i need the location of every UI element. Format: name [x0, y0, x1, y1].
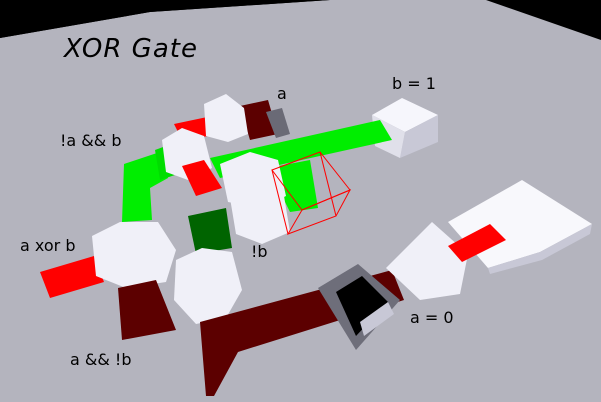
input-a-top-dark-shadow	[266, 108, 290, 138]
gate-block-not-b[interactable]	[230, 188, 290, 244]
input-b-cube-side	[400, 115, 438, 158]
label-a: a	[277, 84, 287, 103]
floor-edge-right	[486, 0, 601, 40]
wire-a-and-not-b-left	[118, 280, 176, 340]
output-xor-red	[40, 256, 104, 298]
input-a-red-signal	[448, 224, 506, 262]
red-signal-center	[182, 160, 222, 196]
input-a-slot-inner	[336, 276, 388, 336]
label-not-a-and-b: !a && b	[60, 131, 122, 150]
gate-block-xor[interactable]	[92, 222, 176, 288]
gate-block-top[interactable]	[204, 94, 248, 142]
floor-edge-left	[0, 0, 330, 38]
label-a-and-not-b: a && !b	[70, 350, 132, 369]
label-not-b: !b	[251, 242, 268, 261]
label-a-value: a = 0	[410, 308, 454, 327]
selection-cursor	[271, 151, 352, 235]
level-title: XOR Gate	[64, 34, 198, 64]
gate-block-a-and-not-b[interactable]	[174, 248, 242, 324]
wire-not-b	[188, 208, 232, 254]
input-a-block[interactable]	[386, 222, 468, 300]
label-b-value: b = 1	[392, 74, 436, 93]
input-a-slot-lip	[360, 302, 394, 336]
wire-green-left	[122, 152, 168, 222]
label-a-xor-b: a xor b	[20, 236, 76, 255]
input-a-ramp-shadow	[488, 224, 592, 274]
input-a-top-dark	[240, 100, 278, 140]
